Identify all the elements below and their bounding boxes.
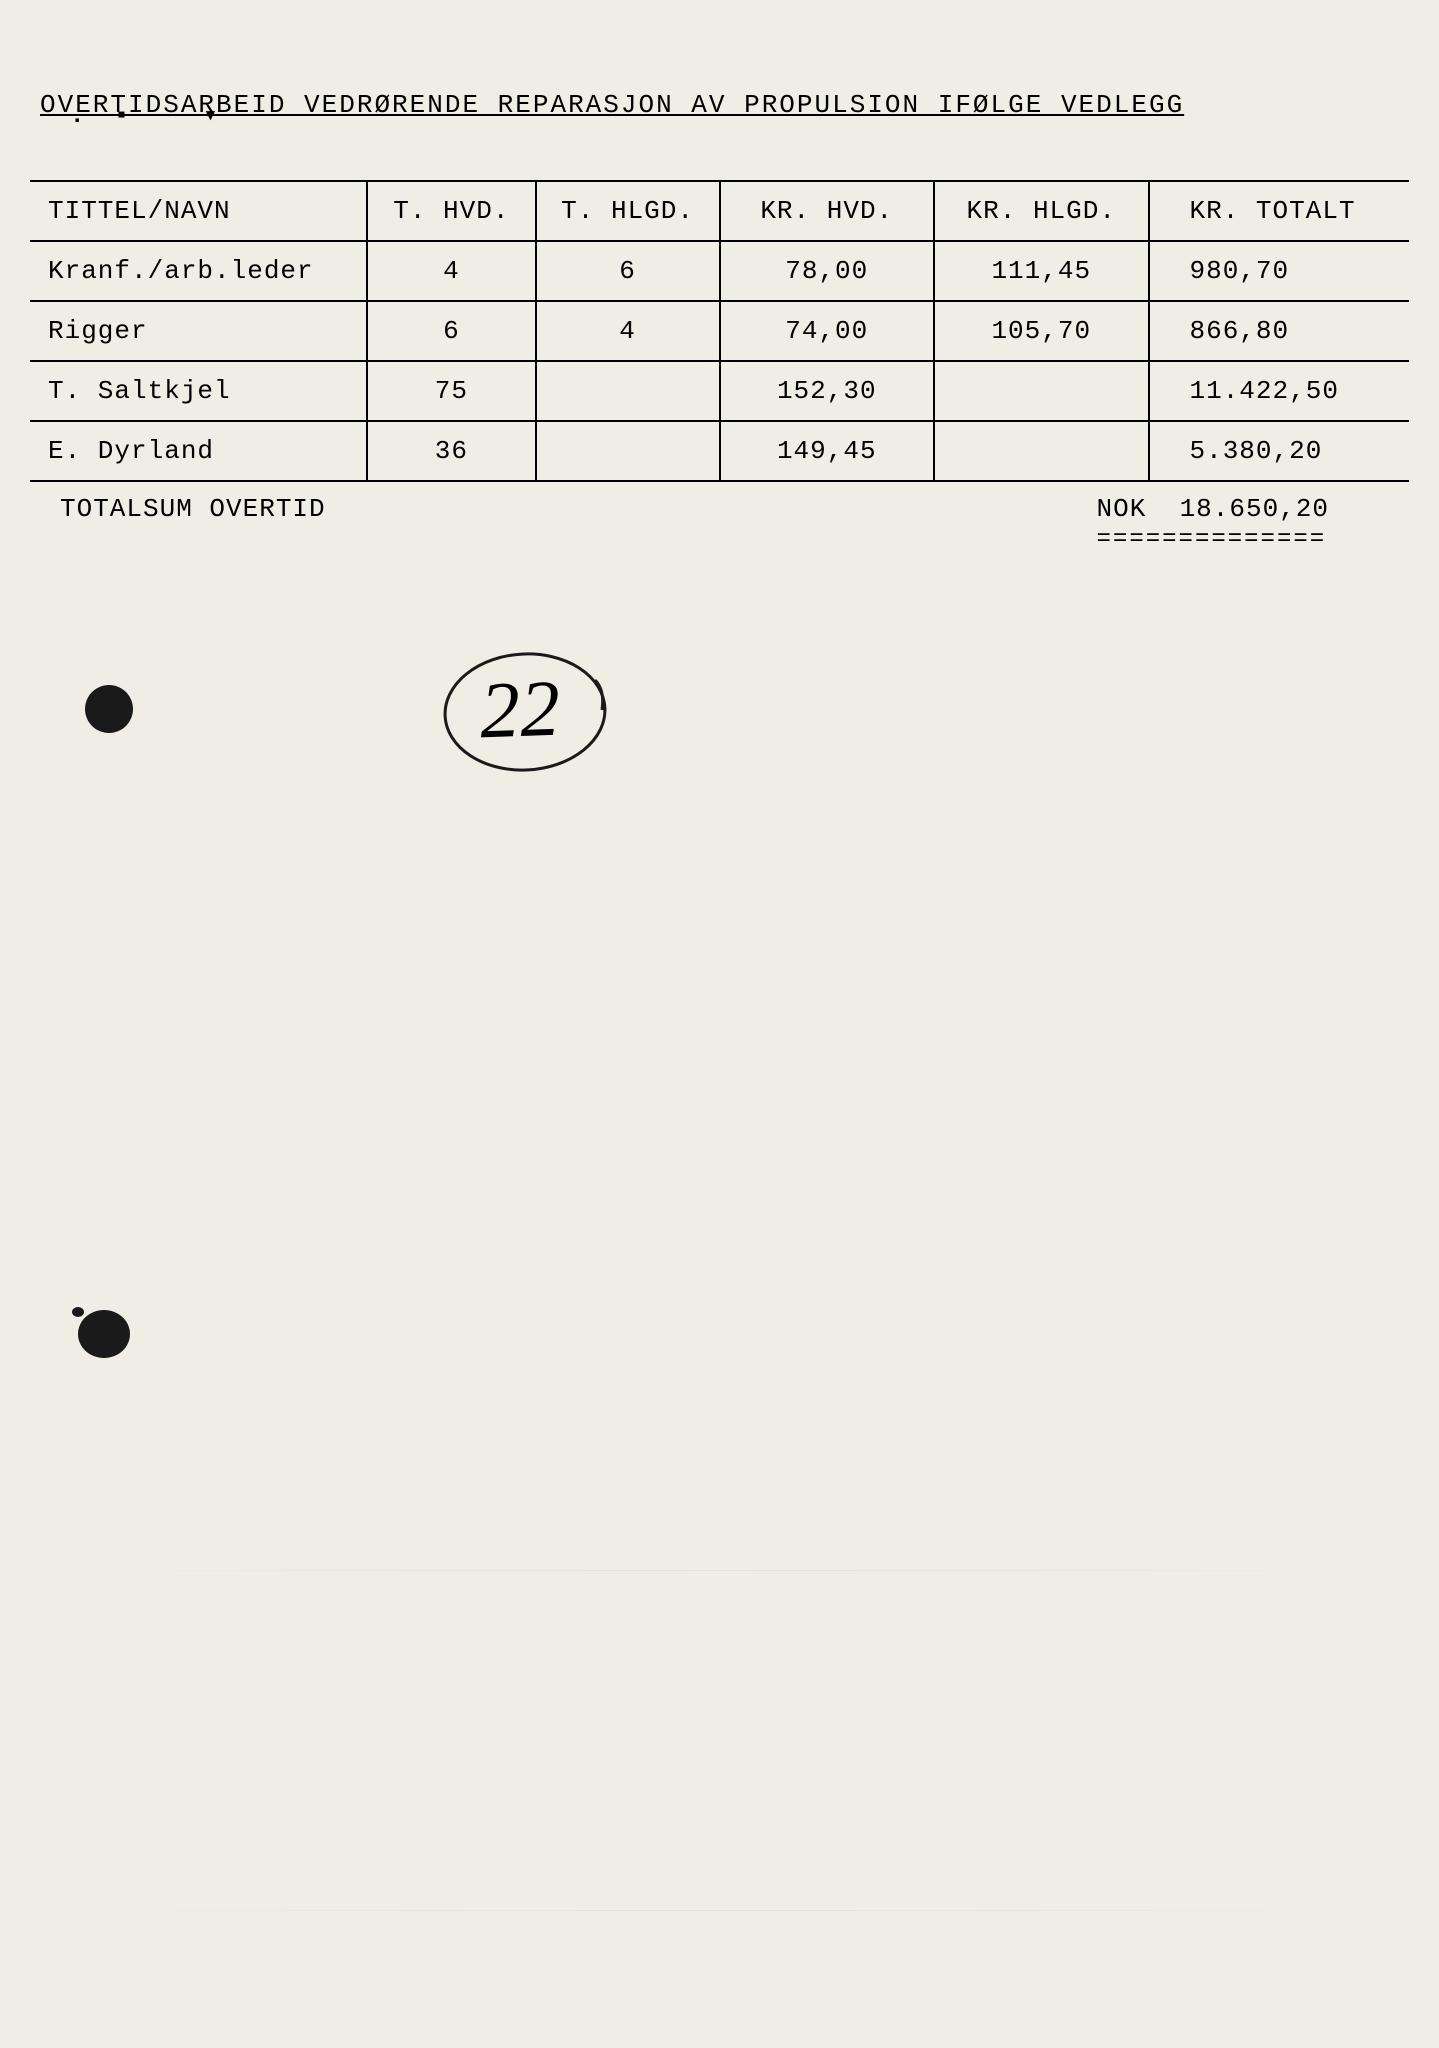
overtime-table-container: TITTEL/NAVN T. HVD. T. HLGD. KR. HVD. KR… [30,180,1409,553]
annotation-number: 22 [478,664,561,758]
table-row: Rigger 6 4 74,00 105,70 866,80 [30,301,1409,361]
column-header: T. HVD. [367,181,536,241]
cell-krhvd: 74,00 [720,301,935,361]
hole-punch-mark [78,1310,130,1358]
overtime-table: TITTEL/NAVN T. HVD. T. HLGD. KR. HVD. KR… [30,180,1409,482]
cell-thlgd: 4 [536,301,720,361]
table-row: E. Dyrland 36 149,45 5.380,20 [30,421,1409,481]
cell-thlgd [536,421,720,481]
cell-thvd: 75 [367,361,536,421]
total-value: NOK 18.650,20 [1097,494,1329,524]
cell-thvd: 4 [367,241,536,301]
cell-krhvd: 78,00 [720,241,935,301]
paper-fold-line [30,1570,1409,1571]
cell-name: E. Dyrland [30,421,367,481]
corner-marks: .▪ ▾ [70,100,248,130]
cell-krhvd: 149,45 [720,421,935,481]
cell-total: 5.380,20 [1149,421,1410,481]
table-header-row: TITTEL/NAVN T. HVD. T. HLGD. KR. HVD. KR… [30,181,1409,241]
cell-krhlgd: 111,45 [934,241,1149,301]
cell-thvd: 36 [367,421,536,481]
column-header: TITTEL/NAVN [30,181,367,241]
total-label: TOTALSUM OVERTID [60,494,326,553]
cell-krhlgd [934,421,1149,481]
cell-name: Kranf./arb.leder [30,241,367,301]
total-underline: ============== [1097,526,1329,553]
cell-thlgd [536,361,720,421]
cell-krhlgd: 105,70 [934,301,1149,361]
column-header: KR. HLGD. [934,181,1149,241]
cell-name: T. Saltkjel [30,361,367,421]
cell-krhlgd [934,361,1149,421]
total-value-container: NOK 18.650,20 ============== [1097,494,1329,553]
cell-total: 11.422,50 [1149,361,1410,421]
cell-name: Rigger [30,301,367,361]
document-page: .▪ ▾ OVERTIDSARBEID VEDRØRENDE REPARASJO… [30,90,1409,2048]
column-header: T. HLGD. [536,181,720,241]
cell-total: 980,70 [1149,241,1410,301]
cell-total: 866,80 [1149,301,1410,361]
paper-fold-line [30,1910,1409,1911]
cell-thlgd: 6 [536,241,720,301]
cell-krhvd: 152,30 [720,361,935,421]
total-summary-row: TOTALSUM OVERTID NOK 18.650,20 =========… [30,494,1409,553]
handwritten-annotation: 22 [430,640,630,790]
column-header: KR. TOTALT [1149,181,1410,241]
table-row: T. Saltkjel 75 152,30 11.422,50 [30,361,1409,421]
hole-punch-mark [85,685,133,733]
column-header: KR. HVD. [720,181,935,241]
table-row: Kranf./arb.leder 4 6 78,00 111,45 980,70 [30,241,1409,301]
cell-thvd: 6 [367,301,536,361]
